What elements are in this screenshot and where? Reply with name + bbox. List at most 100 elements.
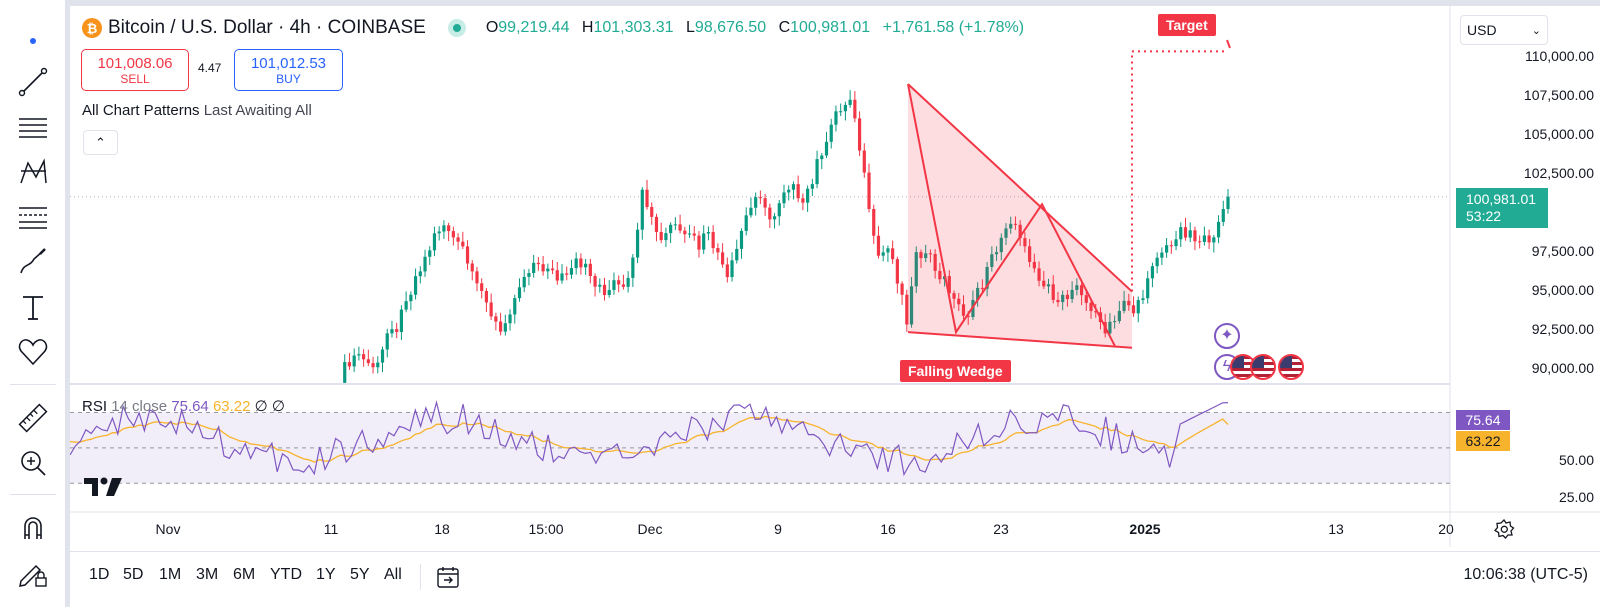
candle-body: [409, 294, 413, 302]
candle-body: [806, 188, 810, 203]
candle-body: [536, 262, 540, 265]
candle-body: [399, 309, 404, 332]
candle-body: [735, 248, 739, 261]
heart-icon[interactable]: [13, 332, 53, 372]
candle-body: [1188, 230, 1192, 238]
candle-body: [966, 315, 970, 318]
candle-body: [720, 252, 725, 265]
candle-body: [1216, 221, 1221, 238]
candle-body: [853, 99, 857, 119]
fib-tool-icon[interactable]: [13, 197, 53, 237]
time-axis-label: 20: [1438, 521, 1454, 537]
candle-body: [508, 314, 512, 324]
range-all-button[interactable]: All: [384, 566, 402, 583]
magnet-icon[interactable]: [13, 508, 53, 548]
candle-body: [1056, 299, 1060, 303]
candle-body: [876, 235, 881, 256]
event-star-icon[interactable]: ✦: [1214, 323, 1240, 349]
range-3m-button[interactable]: 3M: [196, 566, 219, 583]
go-to-date-icon[interactable]: [435, 564, 461, 590]
symbol-title[interactable]: Bitcoin / U.S. Dollar · 4h · COINBASE: [108, 17, 426, 38]
candle-body: [730, 260, 734, 278]
buy-button[interactable]: 101,012.53 BUY: [234, 49, 343, 91]
candle-body: [1198, 241, 1202, 243]
range-ytd-button[interactable]: YTD: [270, 566, 302, 583]
settings-gear-icon[interactable]: [1493, 518, 1515, 540]
range-5d-button[interactable]: 5D: [123, 566, 144, 583]
time-axis-label: 13: [1328, 521, 1344, 537]
candle-body: [380, 349, 385, 363]
chevron-down-icon: ⌄: [1531, 24, 1541, 37]
range-1y-button[interactable]: 1Y: [316, 566, 336, 583]
candle-body: [371, 363, 375, 368]
lock-drawings-icon[interactable]: [13, 552, 53, 592]
candle-body: [999, 237, 1003, 253]
candle-body: [895, 259, 899, 284]
candle-body: [1179, 227, 1183, 240]
candle-body: [659, 232, 663, 241]
chevron-up-icon: ⌃: [95, 134, 106, 150]
tradingview-logo-icon[interactable]: [84, 476, 124, 498]
candle-body: [527, 273, 531, 277]
range-1m-button[interactable]: 1M: [159, 566, 182, 583]
candle-body: [1164, 245, 1169, 253]
candle-body: [413, 276, 418, 295]
currency-select[interactable]: USD ⌄: [1460, 15, 1548, 45]
ruler-icon[interactable]: [13, 398, 53, 438]
candle-body: [352, 355, 356, 367]
candle-body: [1122, 300, 1126, 311]
collapse-legend-button[interactable]: ⌃: [83, 130, 118, 155]
candle-body: [437, 231, 441, 234]
time-axis-label: Nov: [155, 521, 181, 537]
candle-body: [347, 362, 352, 367]
chart-patterns-legend[interactable]: All Chart Patterns Last Awaiting All: [82, 102, 312, 119]
zoom-in-icon[interactable]: [13, 443, 53, 483]
market-open-icon[interactable]: [447, 19, 466, 37]
bottom-divider: [420, 564, 421, 590]
sell-button[interactable]: 101,008.06 SELL: [81, 49, 189, 91]
trend-line-icon[interactable]: [13, 62, 53, 102]
range-1d-button[interactable]: 1D: [89, 566, 110, 583]
rsi-name: RSI: [82, 398, 108, 415]
rsi-empty-value: ∅: [271, 398, 285, 415]
rsi-legend[interactable]: RSI 14 close 75.64 63.22 ∅ ∅: [82, 397, 285, 415]
candle-body: [900, 283, 904, 295]
candle-body: [782, 192, 786, 204]
candle-body: [475, 271, 479, 284]
candle-body: [1113, 321, 1117, 323]
brush-icon[interactable]: [13, 242, 53, 282]
cursor-dot-icon[interactable]: [13, 18, 53, 58]
falling-wedge-label[interactable]: Falling Wedge: [900, 360, 1011, 382]
candle-body: [635, 229, 640, 258]
range-6m-button[interactable]: 6M: [233, 566, 256, 583]
candle-body: [607, 289, 611, 296]
candle-body: [569, 268, 574, 275]
candle-body: [1212, 237, 1216, 243]
falling-wedge-fill: [908, 84, 1132, 348]
pattern-tool-icon[interactable]: [13, 152, 53, 192]
bitcoin-icon: ₿: [82, 18, 102, 38]
candle-body: [1183, 227, 1188, 238]
rsi-axis-label: 50.00: [1558, 452, 1594, 468]
wedge-lower-line: [907, 331, 1133, 349]
horizontal-lines-icon[interactable]: [13, 107, 53, 147]
us-flag-icon[interactable]: [1250, 354, 1276, 380]
candle-body: [1207, 235, 1211, 243]
candle-body: [754, 197, 758, 208]
target-label[interactable]: Target: [1158, 14, 1216, 36]
us-flag-icon[interactable]: [1278, 354, 1304, 380]
candle-body: [1023, 238, 1027, 247]
range-5y-button[interactable]: 5Y: [350, 566, 370, 583]
time-axis-label: 11: [323, 521, 339, 537]
price-chart[interactable]: [70, 6, 1600, 547]
candle-body: [395, 329, 399, 332]
bottom-toolbar: 1D 5D 1M 3M 6M YTD 1Y 5Y All 10:06:38 (U…: [70, 551, 1600, 601]
candle-body: [565, 273, 569, 275]
candle-body: [650, 207, 654, 217]
candle-body: [886, 248, 890, 253]
target-pointer: [1226, 39, 1231, 49]
last-price-badge: 100,981.01 53:22: [1456, 188, 1548, 228]
price-axis-label: 105,000.00: [1523, 126, 1594, 142]
text-icon[interactable]: [13, 287, 53, 327]
timezone-clock[interactable]: 10:06:38 (UTC-5): [1463, 566, 1589, 583]
